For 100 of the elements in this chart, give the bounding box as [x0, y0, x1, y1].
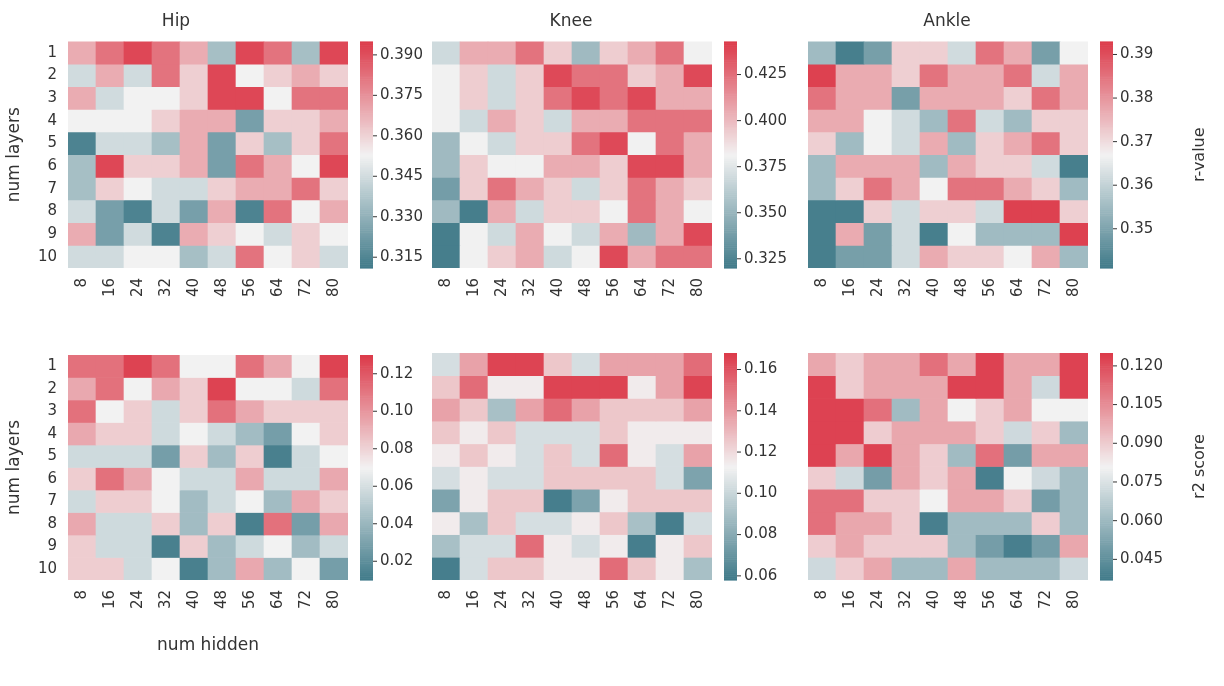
color-bar-label: 0.425 [744, 64, 787, 83]
color-bar-label: 0.330 [380, 206, 423, 225]
color-bar-label: 0.325 [744, 248, 787, 267]
color-bar-label: 0.375 [744, 156, 787, 175]
color-bar-label: 0.14 [744, 400, 778, 419]
x-tick-label: 72 [659, 278, 678, 298]
y-tick-label: 5 [47, 133, 57, 152]
color-bar-label: 0.360 [380, 125, 423, 144]
x-tick-label: 80 [687, 278, 706, 298]
y-tick-label: 9 [47, 223, 57, 242]
color-bar-label: 0.120 [1120, 355, 1163, 374]
x-tick-label: 40 [183, 278, 202, 298]
color-bar-label: 0.105 [1120, 394, 1163, 413]
y-tick-label: 2 [47, 378, 57, 397]
x-tick-label: 24 [127, 278, 146, 298]
color-bar-label: 0.39 [1120, 44, 1154, 63]
y-tick-label: 10 [37, 558, 57, 577]
y-tick-label: 9 [47, 536, 57, 555]
x-tick-label: 24 [491, 278, 510, 298]
x-tick-label: 72 [295, 590, 314, 610]
color-bar-label: 0.12 [380, 363, 414, 382]
color-bar-label: 0.10 [380, 401, 414, 420]
color-bar-label: 0.08 [744, 524, 778, 543]
x-tick-label: 8 [811, 278, 830, 288]
x-tick-label: 80 [1063, 278, 1082, 298]
y-tick-label: 8 [47, 513, 57, 532]
x-tick-label: 80 [687, 590, 706, 610]
x-tick-label: 8 [435, 590, 454, 600]
x-tick-label: 80 [323, 590, 342, 610]
x-tick-label: 16 [839, 590, 858, 610]
y-tick-label: 6 [47, 155, 57, 174]
x-tick-label: 72 [295, 278, 314, 298]
y-tick-label: 10 [37, 246, 57, 265]
x-tick-label: 48 [575, 590, 594, 610]
color-bar-label: 0.12 [744, 441, 778, 460]
x-tick-label: 56 [239, 278, 258, 298]
color-bar-label: 0.06 [380, 476, 414, 495]
color-bar-label: 0.400 [744, 110, 787, 129]
x-tick-label: 64 [1007, 590, 1026, 610]
x-tick-label: 16 [99, 278, 118, 298]
x-tick-label: 64 [267, 590, 286, 610]
x-tick-label: 24 [491, 590, 510, 610]
x-tick-label: 24 [867, 278, 886, 298]
y-tick-label: 7 [47, 491, 57, 510]
x-tick-label: 8 [435, 278, 454, 288]
x-tick-label: 32 [895, 278, 914, 298]
x-tick-label: 56 [979, 590, 998, 610]
color-bar-title: r2 score [1189, 434, 1209, 499]
chart-title: Ankle [923, 9, 971, 30]
x-tick-label: 8 [71, 278, 90, 288]
y-tick-label: 2 [47, 65, 57, 84]
x-tick-label: 48 [211, 590, 230, 610]
color-bar-label: 0.04 [380, 513, 414, 532]
x-tick-label: 32 [155, 590, 174, 610]
x-tick-label: 48 [211, 278, 230, 298]
x-tick-label: 72 [1035, 590, 1054, 610]
x-tick-label: 32 [895, 590, 914, 610]
x-tick-label: 48 [951, 278, 970, 298]
chart-title: Knee [549, 9, 593, 30]
color-bar-label: 0.16 [744, 359, 778, 378]
color-bar-label: 0.350 [744, 202, 787, 221]
x-tick-label: 48 [575, 278, 594, 298]
color-bar-title: r-value [1189, 127, 1209, 182]
color-bar-label: 0.090 [1120, 433, 1163, 452]
color-bar-label: 0.06 [744, 565, 778, 584]
x-tick-label: 80 [323, 278, 342, 298]
y-tick-label: 6 [47, 468, 57, 487]
color-bar-label: 0.38 [1120, 87, 1154, 106]
x-tick-label: 16 [839, 278, 858, 298]
x-tick-label: 40 [923, 278, 942, 298]
x-axis-title: num hidden [157, 634, 259, 655]
chart-title: Hip [161, 9, 191, 30]
y-tick-label: 7 [47, 178, 57, 197]
color-bar-label: 0.10 [744, 483, 778, 502]
y-axis-title: num layers [2, 419, 23, 516]
x-tick-label: 72 [1035, 278, 1054, 298]
x-tick-label: 72 [659, 590, 678, 610]
x-tick-label: 16 [99, 590, 118, 610]
y-tick-label: 4 [47, 110, 57, 129]
x-tick-label: 24 [867, 590, 886, 610]
y-tick-label: 3 [47, 87, 57, 106]
color-bar-label: 0.315 [380, 247, 423, 266]
x-tick-label: 24 [127, 590, 146, 610]
x-tick-label: 64 [631, 590, 650, 610]
y-axis-title: num layers [2, 107, 23, 203]
color-bar-label: 0.345 [380, 166, 423, 185]
x-tick-label: 8 [811, 590, 830, 600]
x-tick-label: 40 [547, 590, 566, 610]
x-tick-label: 32 [519, 590, 538, 610]
x-tick-label: 48 [951, 590, 970, 610]
x-tick-label: 16 [463, 590, 482, 610]
color-bar-label: 0.390 [380, 44, 423, 63]
x-tick-label: 40 [183, 590, 202, 610]
color-bar-label: 0.08 [380, 438, 414, 457]
color-bar-label: 0.35 [1120, 218, 1154, 237]
x-tick-label: 56 [979, 278, 998, 298]
y-tick-label: 1 [47, 356, 57, 375]
y-tick-label: 4 [47, 423, 57, 442]
x-tick-label: 64 [1007, 278, 1026, 298]
y-tick-label: 1 [47, 42, 57, 61]
